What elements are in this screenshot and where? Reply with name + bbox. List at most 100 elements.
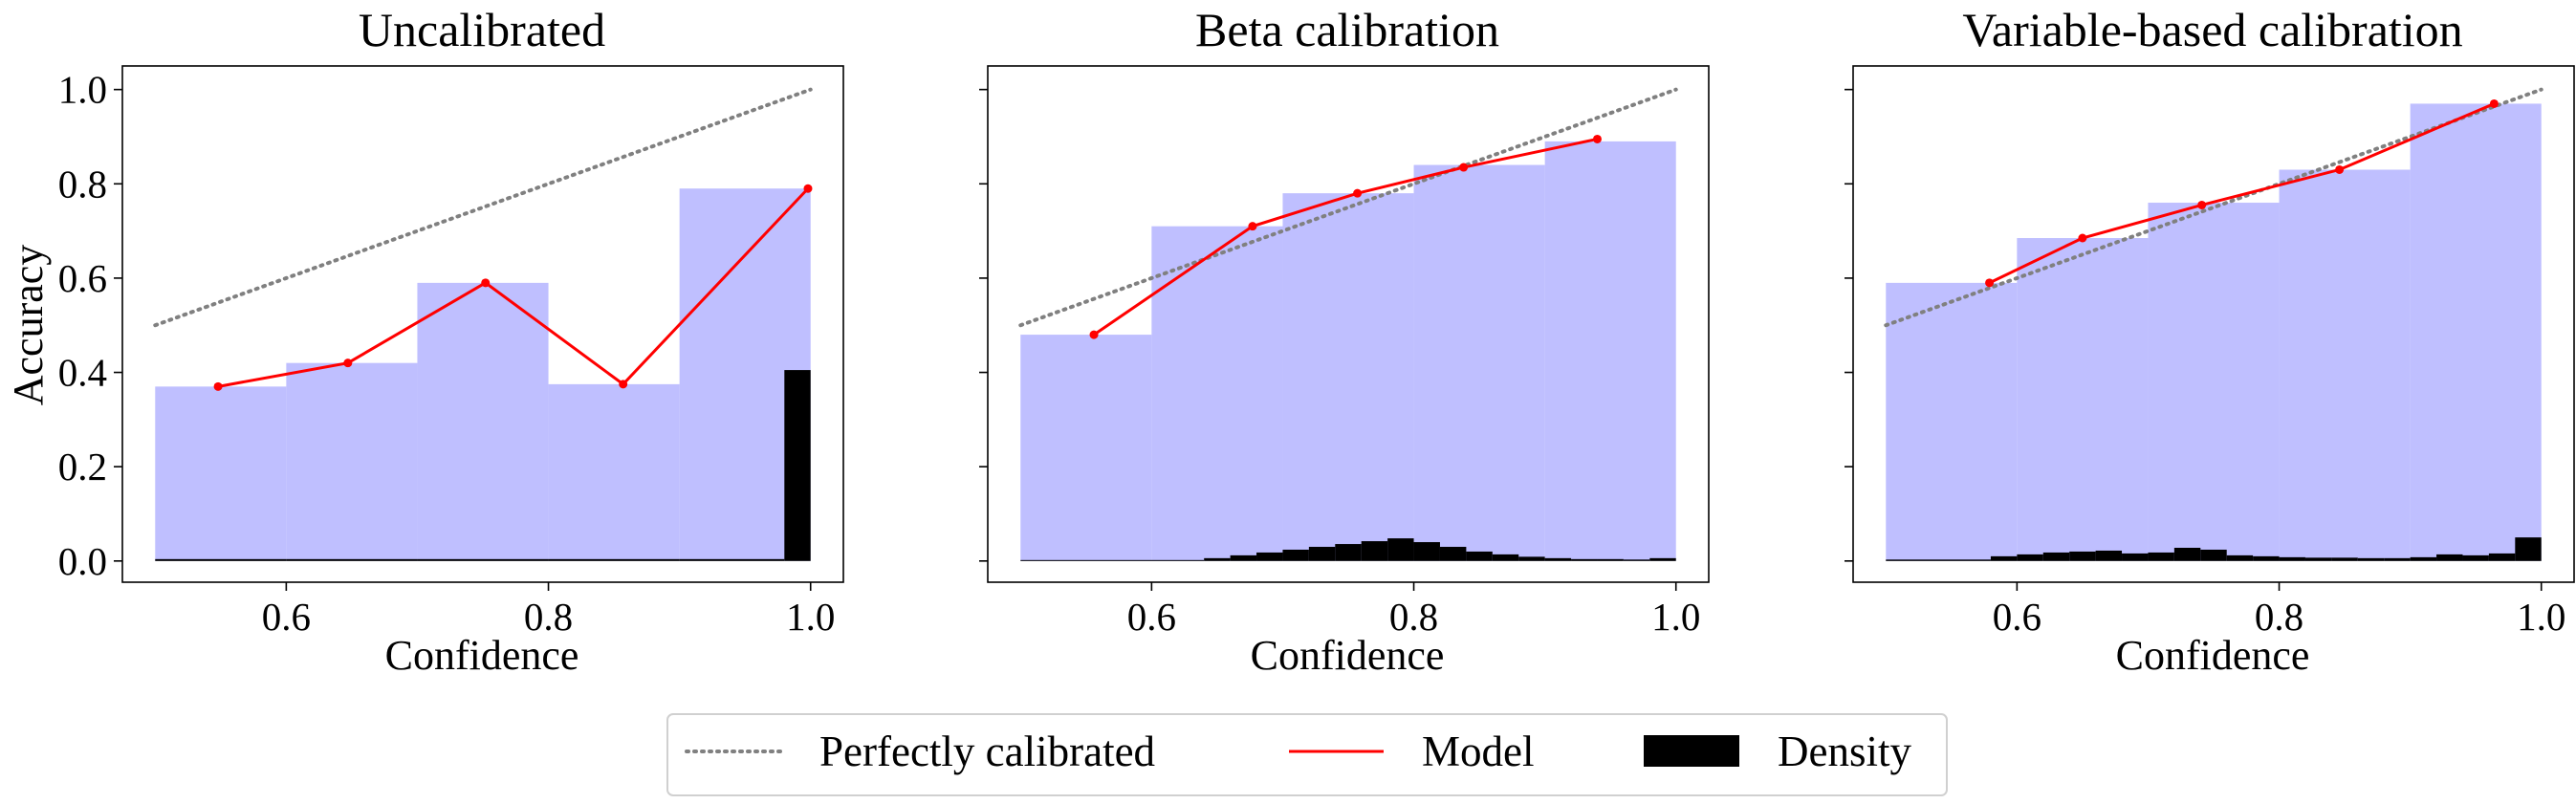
panel-title: Uncalibrated xyxy=(359,3,605,56)
model-point xyxy=(213,381,223,391)
density-bar xyxy=(679,558,785,561)
x-axis-label: Confidence xyxy=(1251,632,1445,679)
x-tick-labels: 0.6 0.8 1.0 xyxy=(1993,595,2566,639)
density-bar xyxy=(2436,554,2463,561)
x-tick-label: 1.0 xyxy=(786,595,835,639)
axes-frame xyxy=(121,65,844,583)
density-bar xyxy=(2042,552,2070,561)
density-bar xyxy=(1597,558,1624,561)
perfect-calibration-line xyxy=(153,87,813,328)
density-bar xyxy=(1990,555,2018,561)
panel-uncalibrated: Uncalibrated Confidence Accuracy 0.6 0.8… xyxy=(5,3,844,679)
density-bar xyxy=(784,370,811,561)
density-bar xyxy=(2200,549,2227,561)
density-bar xyxy=(1282,549,1309,561)
density-bar xyxy=(2331,557,2358,561)
accuracy-bar xyxy=(1886,282,2018,561)
model-point xyxy=(481,278,491,288)
density-bar xyxy=(2515,537,2542,561)
legend: Perfectly calibrated Model Density xyxy=(666,713,1948,796)
legend-label: Model xyxy=(1422,728,1535,775)
density-bar xyxy=(417,558,549,561)
accuracy-bar xyxy=(2410,103,2542,561)
density-bar xyxy=(1230,554,1257,561)
y-tick-label: 0.0 xyxy=(58,539,107,583)
density-bar xyxy=(286,558,418,561)
model-point xyxy=(2489,98,2499,108)
x-tick-label: 1.0 xyxy=(2517,595,2565,639)
model-point xyxy=(1459,163,1469,172)
model-point xyxy=(1089,330,1099,339)
axes-frame xyxy=(1852,65,2575,583)
panel-variable-based-calibration: Variable-based calibration Confidence 0.… xyxy=(1845,3,2575,679)
density-bar xyxy=(2304,557,2332,561)
accuracy-bar xyxy=(1544,141,1676,561)
density-bar xyxy=(155,558,287,561)
y-tick-label: 1.0 xyxy=(58,68,107,112)
accuracy-bar xyxy=(1413,164,1545,561)
x-tick-label: 0.6 xyxy=(262,595,311,639)
x-tick-label: 0.6 xyxy=(1127,595,1176,639)
y-tick-label: 0.2 xyxy=(58,445,107,489)
accuracy-bar xyxy=(548,383,680,561)
density-bar xyxy=(2173,548,2201,561)
legend-label: Perfectly calibrated xyxy=(819,728,1155,775)
model-point xyxy=(1592,134,1602,143)
density-bar xyxy=(1518,556,1545,561)
density-bar xyxy=(2226,554,2254,561)
density-bar xyxy=(1020,559,1205,561)
density-bar xyxy=(1886,559,1991,561)
legend-item-model: Model xyxy=(1289,728,1535,775)
x-tick-label: 1.0 xyxy=(1651,595,1700,639)
density-bar xyxy=(2410,556,2437,561)
density-bar xyxy=(2488,553,2516,561)
legend-item-density: Density xyxy=(1644,728,1911,775)
model-point xyxy=(1985,278,1995,288)
density-bar xyxy=(1308,547,1336,561)
axes-frame xyxy=(987,65,1710,583)
density-bar xyxy=(2279,556,2305,561)
model-point xyxy=(2335,164,2345,174)
density-bar xyxy=(1256,552,1283,561)
accuracy-bar xyxy=(2017,238,2149,561)
density-bar xyxy=(1649,557,1676,561)
density-bar xyxy=(1204,557,1231,561)
model-point xyxy=(1248,222,1257,231)
x-tick-labels: 0.6 0.8 1.0 xyxy=(1127,595,1701,639)
model-point xyxy=(2197,200,2207,209)
panel-title: Beta calibration xyxy=(1195,3,1499,56)
model-point xyxy=(1353,188,1363,198)
density-bar xyxy=(2069,551,2096,561)
density-bar xyxy=(548,558,680,561)
x-tick-labels: 0.6 0.8 1.0 xyxy=(262,595,836,639)
legend-item-perfectly-calibrated: Perfectly calibrated xyxy=(685,728,1155,775)
panel-title: Variable-based calibration xyxy=(1962,3,2462,56)
accuracy-bar xyxy=(2148,203,2280,561)
density-bar xyxy=(2462,554,2489,561)
legend-swatch-density xyxy=(1644,735,1739,767)
model-point xyxy=(343,359,353,368)
x-tick-label: 0.8 xyxy=(524,595,573,639)
x-tick-label: 0.6 xyxy=(1993,595,2041,639)
density-bar xyxy=(2384,557,2411,561)
y-tick-labels: 0.0 0.2 0.4 0.6 0.8 1.0 xyxy=(58,68,107,583)
legend-label: Density xyxy=(1778,728,1911,775)
model-point xyxy=(2078,233,2087,243)
density-bar xyxy=(1544,557,1572,561)
panel-beta-calibration: Beta calibration Confidence 0.6 0.8 1.0 xyxy=(979,3,1710,679)
y-axis-label: Accuracy xyxy=(5,245,52,406)
density-bar xyxy=(2095,550,2123,561)
x-tick-label: 0.8 xyxy=(1389,595,1438,639)
accuracy-bar xyxy=(2279,169,2411,561)
accuracy-bar xyxy=(1151,226,1283,561)
accuracy-bar xyxy=(155,386,287,561)
density-bar xyxy=(1439,547,1467,561)
density-bar xyxy=(2017,554,2043,561)
density-bar xyxy=(2253,555,2280,561)
x-axis-label: Confidence xyxy=(2116,632,2310,679)
x-axis-label: Confidence xyxy=(385,632,579,679)
y-tick-label: 0.4 xyxy=(58,351,107,395)
density-bar xyxy=(1413,542,1440,561)
x-tick-label: 0.8 xyxy=(2255,595,2303,639)
density-bar xyxy=(2148,552,2174,561)
